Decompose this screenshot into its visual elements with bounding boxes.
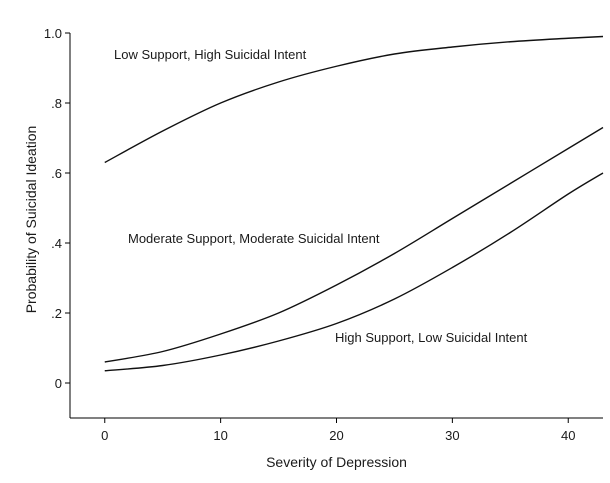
x-tick-label: 40 xyxy=(561,428,575,443)
y-axis-ticks: 0 .2 .4 .6 .8 1.0 xyxy=(44,26,70,391)
series-low-support-line xyxy=(104,35,604,164)
y-tick-label: 1.0 xyxy=(44,26,62,41)
x-tick-label: 10 xyxy=(213,428,227,443)
y-tick-label: .2 xyxy=(51,306,62,321)
series-high-support-line xyxy=(104,172,604,372)
annotation-moderate-support: Moderate Support, Moderate Suicidal Inte… xyxy=(128,231,380,246)
y-axis-title: Probability of Suicidal Ideation xyxy=(23,126,39,314)
x-tick-label: 0 xyxy=(101,428,108,443)
y-tick-label: 0 xyxy=(55,376,62,391)
y-tick-label: .6 xyxy=(51,166,62,181)
x-axis-title: Severity of Depression xyxy=(266,454,407,470)
axes xyxy=(69,33,603,419)
x-axis-ticks: 0 10 20 30 40 xyxy=(101,418,575,443)
annotation-high-support: High Support, Low Suicidal Intent xyxy=(335,330,528,345)
annotation-low-support: Low Support, High Suicidal Intent xyxy=(114,47,307,62)
x-tick-label: 20 xyxy=(329,428,343,443)
y-tick-label: .4 xyxy=(51,236,62,251)
y-tick-label: .8 xyxy=(51,96,62,111)
x-tick-label: 30 xyxy=(445,428,459,443)
series-lines xyxy=(104,35,604,372)
series-moderate-support-line xyxy=(104,126,604,363)
